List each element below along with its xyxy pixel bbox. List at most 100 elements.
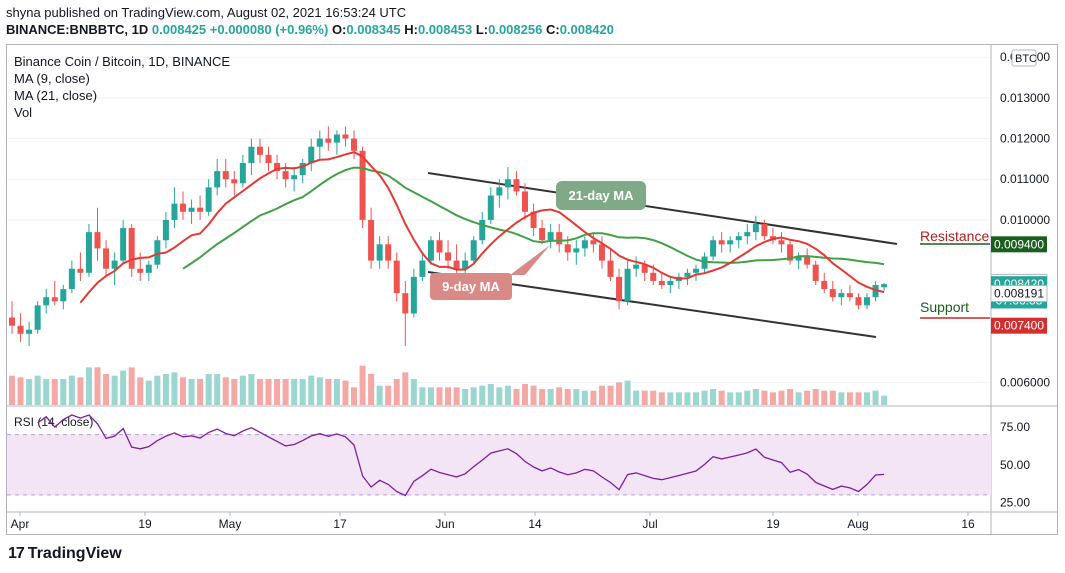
upper-trendline <box>427 172 898 245</box>
candle-body <box>838 293 845 298</box>
candle-body <box>829 289 836 298</box>
volume-bar <box>573 389 580 405</box>
volume-bar <box>675 392 682 405</box>
candle-body <box>351 138 357 151</box>
price-axis: 0.0140000.0130000.0120000.0110000.010000… <box>7 45 1058 535</box>
y-tick-label: 0.006000 <box>1000 376 1050 390</box>
candle-body <box>26 329 33 334</box>
legend-ma9[interactable]: MA (9, close) <box>14 71 90 86</box>
price-change: +0.000080 (+0.96%) <box>209 22 329 37</box>
candle-body <box>60 289 67 302</box>
candle-body <box>359 150 366 220</box>
candle-body <box>821 280 828 290</box>
candle-body <box>641 264 648 273</box>
candle-body <box>650 272 657 281</box>
volume-bar <box>282 379 289 405</box>
volume-bar <box>556 387 563 405</box>
candle-body <box>368 219 375 261</box>
candle-body <box>94 232 101 249</box>
candle-body <box>342 134 349 139</box>
volume-bar <box>137 377 144 405</box>
x-tick-label: 14 <box>528 517 542 531</box>
candle-body <box>564 244 571 253</box>
ma9-callout-box <box>430 273 512 300</box>
candle-body <box>479 219 486 241</box>
volume-bar <box>752 389 759 405</box>
candle-body <box>77 268 84 273</box>
volume-bar <box>795 392 802 405</box>
candle-body <box>427 240 434 261</box>
volume-bar <box>479 385 486 405</box>
legend-ma21[interactable]: MA (21, close) <box>14 88 98 103</box>
y-tick-label: 0.012000 <box>1000 132 1050 146</box>
candle-body <box>239 162 246 184</box>
legend-title[interactable]: Binance Coin / Bitcoin, 1D, BINANCE <box>14 54 231 69</box>
volume-bar <box>590 390 597 405</box>
volume-bar <box>812 389 819 405</box>
candle-body <box>197 207 204 212</box>
symbol: BINANCE:BNBBTC, 1D <box>6 22 149 37</box>
candle-body <box>496 187 503 196</box>
x-tick-label: 19 <box>766 517 780 531</box>
y-tick-label: 0.013000 <box>1000 91 1050 105</box>
volume-bar <box>9 375 15 405</box>
rsi-tick-label: 25.00 <box>1000 495 1030 509</box>
candle-body <box>487 195 494 220</box>
candle-body <box>188 207 195 212</box>
volume-bar <box>205 374 212 405</box>
volume-bar <box>846 392 853 405</box>
candle-body <box>214 171 221 188</box>
volume-bar <box>864 392 870 405</box>
volume-bar <box>51 379 58 405</box>
candle-body <box>419 260 426 277</box>
candle-body <box>248 146 255 163</box>
x-tick-label: 19 <box>138 517 152 531</box>
rsi-pane: 75.00 50.00 25.00 RSI (14, close) <box>7 414 1030 509</box>
volume-bar <box>342 380 349 405</box>
trend-channel <box>427 172 898 338</box>
candle-body <box>34 305 41 330</box>
x-tick-label: Jul <box>642 517 657 531</box>
volume-bar <box>103 374 110 405</box>
annotations: 21-day MA 9-day MA Resistance Support <box>430 181 990 319</box>
volume-bar <box>145 380 152 405</box>
volume-bar <box>872 390 879 405</box>
candle-body <box>385 244 392 261</box>
volume-bar <box>68 375 75 405</box>
ma21-line <box>182 166 885 270</box>
volume-bar <box>445 387 452 405</box>
volume-bar <box>316 377 323 405</box>
candle-body <box>180 203 186 212</box>
volume-bar <box>333 379 340 405</box>
volume-bar <box>402 372 409 405</box>
candle-body <box>846 293 853 298</box>
low-label: L: <box>475 22 489 37</box>
volume-bar <box>522 384 528 405</box>
volume-bar <box>368 374 375 405</box>
currency-badge <box>1011 49 1037 67</box>
candle-body <box>761 223 768 237</box>
volume-bar <box>462 389 469 405</box>
candle-body <box>128 228 135 269</box>
volume-bar <box>385 385 392 405</box>
volume-bar <box>34 375 41 405</box>
volume-bar <box>359 365 366 405</box>
candle-body <box>624 268 631 302</box>
indicator-legend: Binance Coin / Bitcoin, 1D, BINANCE MA (… <box>14 53 230 121</box>
candle-body <box>522 191 528 212</box>
candle-body <box>137 268 144 273</box>
tradingview-brand[interactable]: 17 TradingView <box>8 545 122 563</box>
volume-bar <box>239 375 246 405</box>
volume-bar <box>744 390 751 405</box>
price-label-box <box>991 236 1047 253</box>
volume-bar <box>376 385 383 405</box>
rsi-line <box>37 414 885 497</box>
high-value: 0.008453 <box>417 22 473 37</box>
legend-vol[interactable]: Vol <box>14 105 33 120</box>
last-price: 0.008425 <box>151 22 207 37</box>
candle-body <box>598 244 605 261</box>
price-label: 0.009400 <box>994 237 1044 251</box>
volume-bars <box>9 365 888 405</box>
chart-frame <box>6 44 1058 535</box>
